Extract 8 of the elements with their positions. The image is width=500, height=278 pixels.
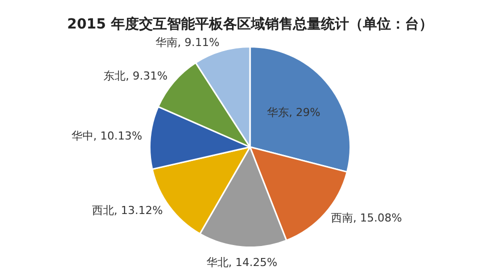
slice-label: 华东, 29%	[266, 106, 320, 120]
slice-label: 华北, 14.25%	[206, 256, 278, 269]
slice-label: 东北, 9.31%	[104, 70, 168, 83]
slice-label: 华南, 9.11%	[156, 36, 220, 50]
slice-label: 华中, 10.13%	[71, 130, 142, 143]
slice-label: 西北, 13.12%	[92, 204, 163, 218]
chart-title: 2015 年度交互智能平板各区域销售总量统计（单位：台）	[67, 16, 433, 33]
slice-label: 西南, 15.08%	[331, 212, 402, 225]
